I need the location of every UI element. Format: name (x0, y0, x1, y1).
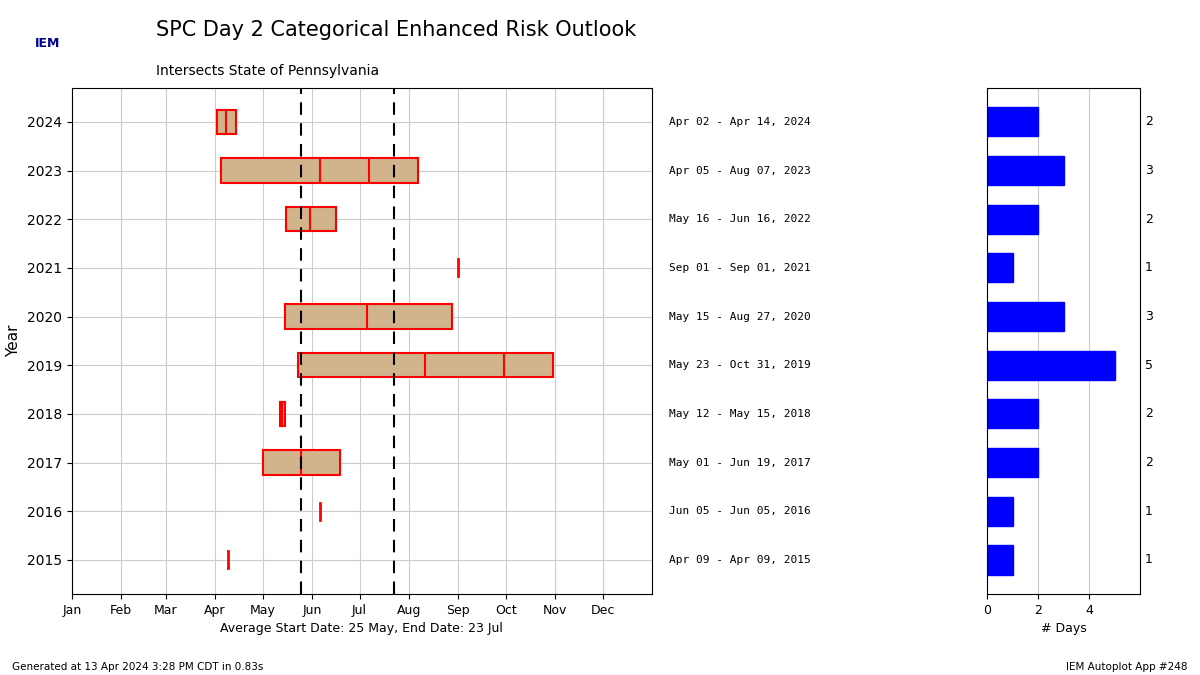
Bar (988, 497, 1013, 526)
X-axis label: # Days: # Days (1040, 622, 1086, 635)
Text: May 23 - Oct 31, 2019: May 23 - Oct 31, 2019 (668, 360, 810, 370)
Bar (280, 402, 284, 426)
X-axis label: Average Start Date: 25 May, End Date: 23 Jul: Average Start Date: 25 May, End Date: 23… (221, 622, 503, 635)
Bar (221, 159, 419, 183)
Text: 1: 1 (1145, 554, 1153, 566)
Text: IEM Autoplot App #248: IEM Autoplot App #248 (1067, 662, 1188, 672)
Bar (988, 156, 1063, 185)
Bar (988, 350, 1115, 380)
Text: 2: 2 (1145, 115, 1153, 128)
Text: 2: 2 (1145, 456, 1153, 469)
Bar (988, 448, 1038, 477)
Text: 5: 5 (1145, 358, 1153, 372)
Text: May 12 - May 15, 2018: May 12 - May 15, 2018 (668, 409, 810, 419)
Text: May 01 - Jun 19, 2017: May 01 - Jun 19, 2017 (668, 458, 810, 468)
Text: Apr 05 - Aug 07, 2023: Apr 05 - Aug 07, 2023 (668, 165, 810, 176)
Text: SPC Day 2 Categorical Enhanced Risk Outlook: SPC Day 2 Categorical Enhanced Risk Outl… (156, 20, 636, 40)
Bar (284, 304, 451, 329)
Bar (216, 109, 235, 134)
Text: Intersects State of Pennsylvania: Intersects State of Pennsylvania (156, 64, 379, 78)
Text: Apr 02 - Apr 14, 2024: Apr 02 - Apr 14, 2024 (668, 117, 810, 127)
Text: 1: 1 (1145, 505, 1153, 518)
Text: May 15 - Aug 27, 2020: May 15 - Aug 27, 2020 (668, 312, 810, 321)
Bar (988, 545, 1013, 574)
Text: IEM: IEM (35, 36, 61, 50)
Text: 2: 2 (1145, 213, 1153, 225)
Text: 2: 2 (1145, 408, 1153, 421)
Text: 3: 3 (1145, 310, 1153, 323)
Text: Sep 01 - Sep 01, 2021: Sep 01 - Sep 01, 2021 (668, 263, 810, 273)
Text: Generated at 13 Apr 2024 3:28 PM CDT in 0.83s: Generated at 13 Apr 2024 3:28 PM CDT in … (12, 662, 263, 672)
Bar (298, 353, 553, 377)
Y-axis label: Year: Year (6, 325, 22, 357)
Bar (988, 107, 1038, 136)
Bar (263, 450, 341, 475)
Text: Apr 09 - Apr 09, 2015: Apr 09 - Apr 09, 2015 (668, 555, 810, 565)
Text: 3: 3 (1145, 164, 1153, 177)
Bar (988, 205, 1038, 234)
Text: May 16 - Jun 16, 2022: May 16 - Jun 16, 2022 (668, 214, 810, 224)
Bar (287, 207, 336, 232)
Bar (988, 302, 1063, 331)
Bar (988, 400, 1038, 429)
Text: Jun 05 - Jun 05, 2016: Jun 05 - Jun 05, 2016 (668, 506, 810, 516)
Bar (988, 253, 1013, 282)
Text: 1: 1 (1145, 261, 1153, 274)
